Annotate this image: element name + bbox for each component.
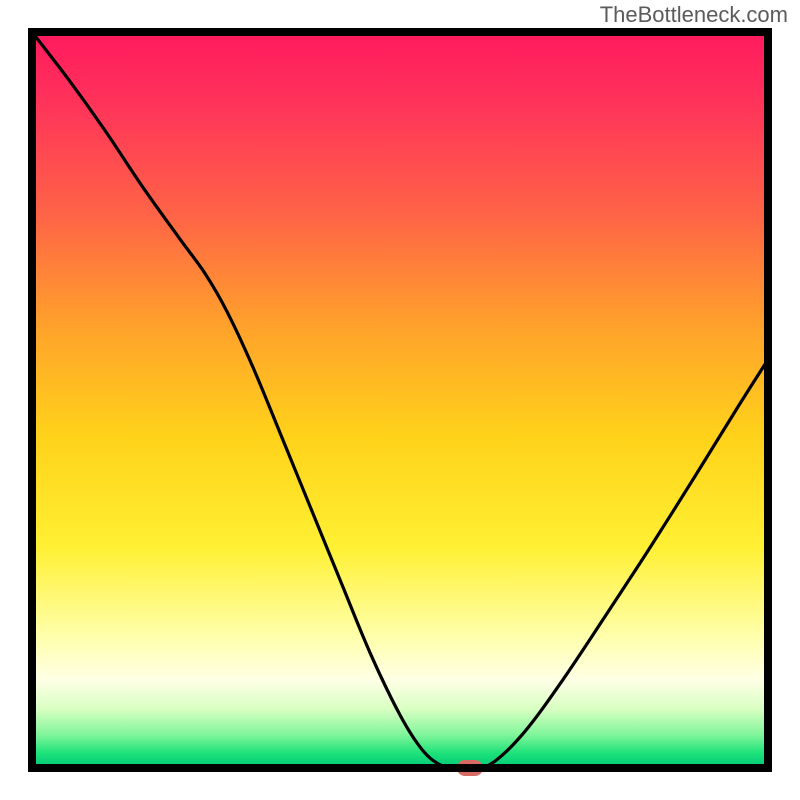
plot-background-gradient bbox=[32, 32, 768, 768]
figure-container: TheBottleneck.com bbox=[0, 0, 800, 800]
watermark-text: TheBottleneck.com bbox=[600, 2, 788, 28]
bottleneck-chart bbox=[0, 0, 800, 800]
